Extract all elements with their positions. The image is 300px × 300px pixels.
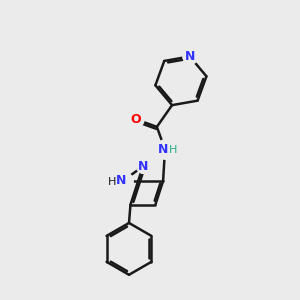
Text: O: O [130, 113, 141, 126]
Text: H: H [169, 145, 177, 155]
Text: N: N [138, 160, 148, 173]
Text: N: N [116, 175, 127, 188]
Text: H: H [108, 178, 117, 188]
Text: N: N [158, 143, 168, 156]
Text: N: N [184, 50, 195, 63]
